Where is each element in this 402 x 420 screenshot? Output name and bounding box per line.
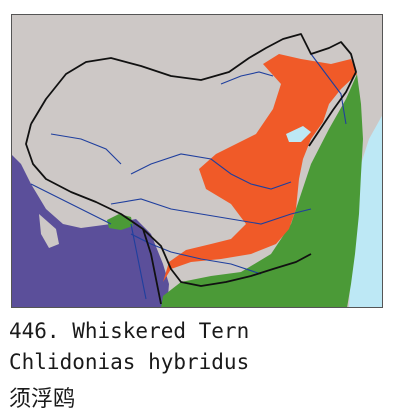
river-mekong	[130, 223, 147, 300]
breeding-gap	[286, 126, 311, 142]
map-border	[11, 14, 383, 308]
breeding-range	[163, 54, 357, 282]
chinese-name: 须浮鸥	[9, 387, 76, 412]
river-west	[30, 183, 112, 225]
scientific-name: Chlidonias hybridus	[9, 350, 250, 374]
river-north	[220, 71, 274, 85]
borders	[25, 33, 357, 305]
river-northeast	[310, 53, 347, 125]
species-number-name: 446. Whiskered Tern	[9, 319, 250, 343]
inset-land	[39, 214, 59, 248]
border-southwest	[142, 228, 162, 305]
range-map	[11, 14, 383, 308]
resident-range	[161, 74, 363, 308]
river-yellow	[130, 153, 292, 190]
river-yangtze	[110, 198, 312, 225]
wintering-range	[11, 154, 169, 308]
border-south	[25, 123, 312, 287]
river-far-west	[50, 133, 122, 165]
sea-area	[349, 14, 383, 308]
border-north	[30, 33, 357, 147]
